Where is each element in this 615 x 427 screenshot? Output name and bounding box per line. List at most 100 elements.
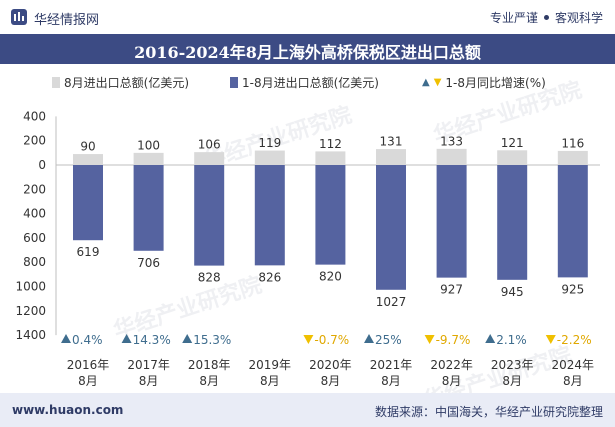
legend-item-export: 8月进出口总额(亿美元) (52, 74, 189, 91)
data-label-cumulative: 619 (77, 245, 100, 259)
growth-label: 2.1% (496, 333, 527, 347)
bar-cumulative (497, 165, 528, 280)
data-label-export: 119 (258, 136, 281, 150)
bar-export (133, 152, 164, 165)
y-tick-label: 800 (23, 255, 46, 269)
bar-export (73, 154, 103, 165)
x-tick-label-year: 2024年 (552, 358, 595, 372)
chart-plot: 400 200 0 200 400 600 800 1000 1200 1400 90 619 0.4%… (15, 109, 600, 388)
x-tick-label-month: 8月 (321, 374, 341, 388)
bar-export (315, 151, 346, 165)
bar-export (436, 148, 467, 165)
data-label-export: 116 (561, 136, 584, 150)
tagline-right: 客观科学 (554, 11, 603, 25)
x-tick-label-month: 8月 (563, 374, 583, 388)
bar-cumulative (315, 165, 346, 265)
x-tick-label-year: 2020年 (309, 358, 352, 372)
bar-cumulative (133, 165, 164, 251)
data-label-cumulative: 826 (258, 270, 281, 284)
bar-export (254, 150, 285, 165)
title-bar: 2016-2024年8月上海外高桥保税区进出口总额 (0, 34, 615, 64)
data-label-export: 100 (137, 138, 160, 152)
data-label-cumulative: 1027 (376, 295, 407, 309)
brand-name: 华经情报网 (34, 13, 100, 28)
x-tick-label-year: 2018年 (188, 358, 231, 372)
y-tick-label: 200 (23, 134, 46, 148)
bar-export (557, 150, 588, 165)
bar-cumulative (73, 165, 103, 241)
bar-export (497, 150, 528, 165)
x-tick-label-month: 8月 (139, 374, 159, 388)
data-label-export: 121 (501, 136, 524, 150)
bar-cumulative (254, 165, 285, 266)
bar-export (376, 149, 406, 165)
x-tick-label-year: 2016年 (67, 358, 110, 372)
data-label-cumulative: 706 (137, 256, 160, 270)
legend-label-export: 8月进出口总额(亿美元) (64, 76, 189, 90)
bar-cumulative (436, 165, 467, 278)
legend-swatch-cumulative (230, 77, 238, 88)
growth-label: 0.4% (72, 333, 103, 347)
growth-down-marker (424, 335, 435, 344)
data-label-export: 133 (440, 134, 463, 148)
growth-down-marker (303, 335, 314, 344)
data-label-cumulative: 925 (561, 282, 584, 296)
y-tick-label: 1400 (15, 328, 46, 342)
x-tick-label-month: 8月 (260, 374, 280, 388)
growth-label: 25% (375, 333, 402, 347)
tagline: 专业严谨 客观科学 (490, 9, 603, 26)
y-tick-label: 200 (23, 182, 46, 196)
data-label-cumulative: 820 (319, 270, 342, 284)
tagline-left: 专业严谨 (489, 11, 538, 25)
y-tick-label: 1000 (15, 280, 46, 294)
legend-item-cumulative: 1-8月进出口总额(亿美元) (230, 74, 379, 91)
growth-up-marker (121, 334, 132, 343)
bar-cumulative (194, 165, 225, 266)
data-label-cumulative: 945 (501, 285, 524, 299)
chart-legend: 8月进出口总额(亿美元) 1-8月进出口总额(亿美元) ▲ ▼ 1-8月同比增速… (0, 74, 615, 94)
data-label-export: 131 (380, 135, 403, 149)
x-tick-label-year: 2023年 (491, 358, 534, 372)
y-tick-label: 0 (38, 158, 46, 172)
footer-source: 数据来源：中国海关，华经产业研究院整理 (374, 405, 603, 419)
bar-cumulative (376, 165, 406, 290)
footer-website: www.huaon.com (12, 403, 124, 417)
x-tick-label-year: 2021年 (370, 358, 413, 372)
data-label-export: 112 (319, 137, 342, 151)
growth-label: 14.3% (133, 333, 171, 347)
growth-label: -9.7% (436, 333, 471, 347)
legend-item-growth: ▲ ▼ 1-8月同比增速(%) (422, 74, 546, 91)
separator-dot-icon (543, 15, 549, 20)
bar-export (194, 152, 225, 165)
y-tick-label: 1200 (15, 304, 46, 318)
top-bar: 华经情报网 专业严谨 客观科学 (0, 0, 615, 34)
growth-up-marker (485, 334, 496, 343)
growth-up-marker (364, 334, 374, 343)
x-tick-label-month: 8月 (199, 374, 219, 388)
growth-up-marker (61, 334, 71, 343)
legend-swatch-export (52, 77, 60, 88)
footer-bar: www.huaon.com 数据来源：中国海关，华经产业研究院整理 (0, 393, 615, 427)
x-tick-label-month: 8月 (502, 374, 522, 388)
growth-up-marker (182, 334, 193, 343)
x-tick-label-year: 2017年 (127, 358, 170, 372)
growth-label: 15.3% (193, 333, 231, 347)
y-tick-label: 400 (23, 109, 46, 123)
growth-down-marker (545, 335, 556, 344)
x-tick-label-month: 8月 (381, 374, 401, 388)
growth-label: -2.2% (557, 333, 592, 347)
data-label-export: 106 (198, 138, 221, 152)
legend-label-cumulative: 1-8月进出口总额(亿美元) (242, 76, 379, 90)
x-tick-label-month: 8月 (442, 374, 462, 388)
legend-label-growth: 1-8月同比增速(%) (445, 76, 546, 90)
x-tick-label-month: 8月 (78, 374, 98, 388)
brand-logo-icon (11, 9, 27, 25)
x-tick-label-year: 2019年 (249, 358, 292, 372)
y-tick-label: 400 (23, 207, 46, 221)
data-label-export: 90 (80, 140, 95, 154)
chart-title: 2016-2024年8月上海外高桥保税区进出口总额 (134, 43, 481, 62)
up-triangle-icon: ▲ (422, 77, 430, 88)
growth-label: -0.7% (314, 333, 349, 347)
y-tick-label: 600 (23, 231, 46, 245)
